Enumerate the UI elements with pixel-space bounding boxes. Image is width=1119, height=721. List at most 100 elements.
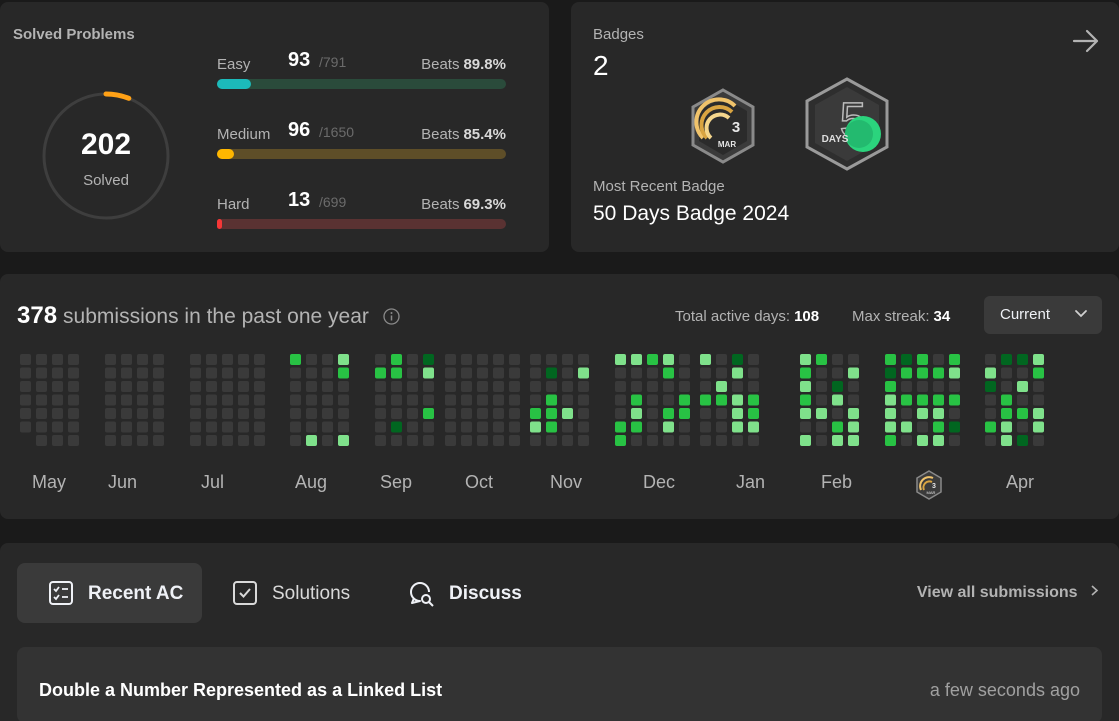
heatmap-cell[interactable] <box>52 354 63 365</box>
heatmap-cell[interactable] <box>477 421 488 433</box>
heatmap-cell[interactable] <box>848 394 859 406</box>
heatmap-cell[interactable] <box>461 408 472 419</box>
heatmap-cell[interactable] <box>933 435 944 446</box>
heatmap-cell[interactable] <box>36 367 47 379</box>
heatmap-cell[interactable] <box>901 381 912 392</box>
heatmap-cell[interactable] <box>137 421 148 433</box>
heatmap-cell[interactable] <box>1001 408 1012 419</box>
heatmap-cell[interactable] <box>338 381 349 392</box>
heatmap-cell[interactable] <box>68 381 79 392</box>
heatmap-cell[interactable] <box>121 381 132 392</box>
heatmap-cell[interactable] <box>700 394 711 406</box>
heatmap-cell[interactable] <box>1017 367 1028 379</box>
heatmap-cell[interactable] <box>20 421 31 433</box>
heatmap-cell[interactable] <box>800 367 811 379</box>
heatmap-cell[interactable] <box>391 421 402 433</box>
heatmap-cell[interactable] <box>885 394 896 406</box>
heatmap-cell[interactable] <box>1033 408 1044 419</box>
heatmap-cell[interactable] <box>885 435 896 446</box>
heatmap-cell[interactable] <box>732 354 743 365</box>
heatmap-cell[interactable] <box>290 381 301 392</box>
heatmap-cell[interactable] <box>732 367 743 379</box>
fifty-days-badge-icon[interactable]: 5 DAYS <box>803 76 891 172</box>
heatmap-cell[interactable] <box>153 408 164 419</box>
heatmap-cell[interactable] <box>322 421 333 433</box>
heatmap-cell[interactable] <box>461 394 472 406</box>
heatmap-cell[interactable] <box>578 408 589 419</box>
heatmap-cell[interactable] <box>423 408 434 419</box>
heatmap-cell[interactable] <box>36 408 47 419</box>
heatmap-cell[interactable] <box>254 421 265 433</box>
heatmap-cell[interactable] <box>423 435 434 446</box>
heatmap-cell[interactable] <box>461 435 472 446</box>
heatmap-cell[interactable] <box>530 381 541 392</box>
heatmap-cell[interactable] <box>562 394 573 406</box>
heatmap-cell[interactable] <box>949 408 960 419</box>
heatmap-cell[interactable] <box>562 367 573 379</box>
heatmap-cell[interactable] <box>445 394 456 406</box>
heatmap-cell[interactable] <box>391 367 402 379</box>
heatmap-cell[interactable] <box>615 367 626 379</box>
heatmap-cell[interactable] <box>647 367 658 379</box>
heatmap-cell[interactable] <box>578 367 589 379</box>
heatmap-cell[interactable] <box>985 354 996 365</box>
heatmap-cell[interactable] <box>732 408 743 419</box>
heatmap-cell[interactable] <box>254 408 265 419</box>
heatmap-cell[interactable] <box>407 354 418 365</box>
heatmap-cell[interactable] <box>562 435 573 446</box>
heatmap-cell[interactable] <box>190 435 201 446</box>
heatmap-cell[interactable] <box>391 408 402 419</box>
heatmap-cell[interactable] <box>509 381 520 392</box>
heatmap-cell[interactable] <box>663 435 674 446</box>
heatmap-cell[interactable] <box>445 381 456 392</box>
heatmap-cell[interactable] <box>631 367 642 379</box>
heatmap-cell[interactable] <box>530 408 541 419</box>
heatmap-cell[interactable] <box>848 421 859 433</box>
heatmap-cell[interactable] <box>36 394 47 406</box>
heatmap-cell[interactable] <box>1017 435 1028 446</box>
heatmap-cell[interactable] <box>322 367 333 379</box>
heatmap-cell[interactable] <box>631 381 642 392</box>
heatmap-cell[interactable] <box>105 394 116 406</box>
heatmap-cell[interactable] <box>848 367 859 379</box>
heatmap-cell[interactable] <box>615 381 626 392</box>
heatmap-cell[interactable] <box>732 435 743 446</box>
heatmap-cell[interactable] <box>679 394 690 406</box>
heatmap-cell[interactable] <box>679 435 690 446</box>
heatmap-cell[interactable] <box>732 421 743 433</box>
heatmap-cell[interactable] <box>121 354 132 365</box>
heatmap-cell[interactable] <box>391 394 402 406</box>
heatmap-cell[interactable] <box>700 367 711 379</box>
heatmap-cell[interactable] <box>578 354 589 365</box>
heatmap-cell[interactable] <box>137 367 148 379</box>
heatmap-cell[interactable] <box>238 435 249 446</box>
heatmap-cell[interactable] <box>546 435 557 446</box>
heatmap-cell[interactable] <box>20 381 31 392</box>
heatmap-cell[interactable] <box>36 435 47 446</box>
heatmap-cell[interactable] <box>238 421 249 433</box>
heatmap-cell[interactable] <box>615 354 626 365</box>
heatmap-cell[interactable] <box>206 394 217 406</box>
heatmap-cell[interactable] <box>546 354 557 365</box>
heatmap-cell[interactable] <box>949 394 960 406</box>
heatmap-cell[interactable] <box>52 421 63 433</box>
heatmap-cell[interactable] <box>190 367 201 379</box>
heatmap-cell[interactable] <box>647 435 658 446</box>
heatmap-cell[interactable] <box>631 408 642 419</box>
heatmap-cell[interactable] <box>206 408 217 419</box>
heatmap-cell[interactable] <box>375 421 386 433</box>
heatmap-cell[interactable] <box>832 408 843 419</box>
heatmap-cell[interactable] <box>222 367 233 379</box>
heatmap-cell[interactable] <box>748 381 759 392</box>
heatmap-cell[interactable] <box>546 421 557 433</box>
period-select[interactable]: Current <box>984 296 1102 334</box>
heatmap-cell[interactable] <box>663 367 674 379</box>
heatmap-cell[interactable] <box>1017 421 1028 433</box>
heatmap-cell[interactable] <box>36 381 47 392</box>
heatmap-cell[interactable] <box>848 354 859 365</box>
heatmap-cell[interactable] <box>816 408 827 419</box>
heatmap-cell[interactable] <box>716 435 727 446</box>
heatmap-cell[interactable] <box>716 367 727 379</box>
heatmap-cell[interactable] <box>647 381 658 392</box>
heatmap-cell[interactable] <box>190 408 201 419</box>
